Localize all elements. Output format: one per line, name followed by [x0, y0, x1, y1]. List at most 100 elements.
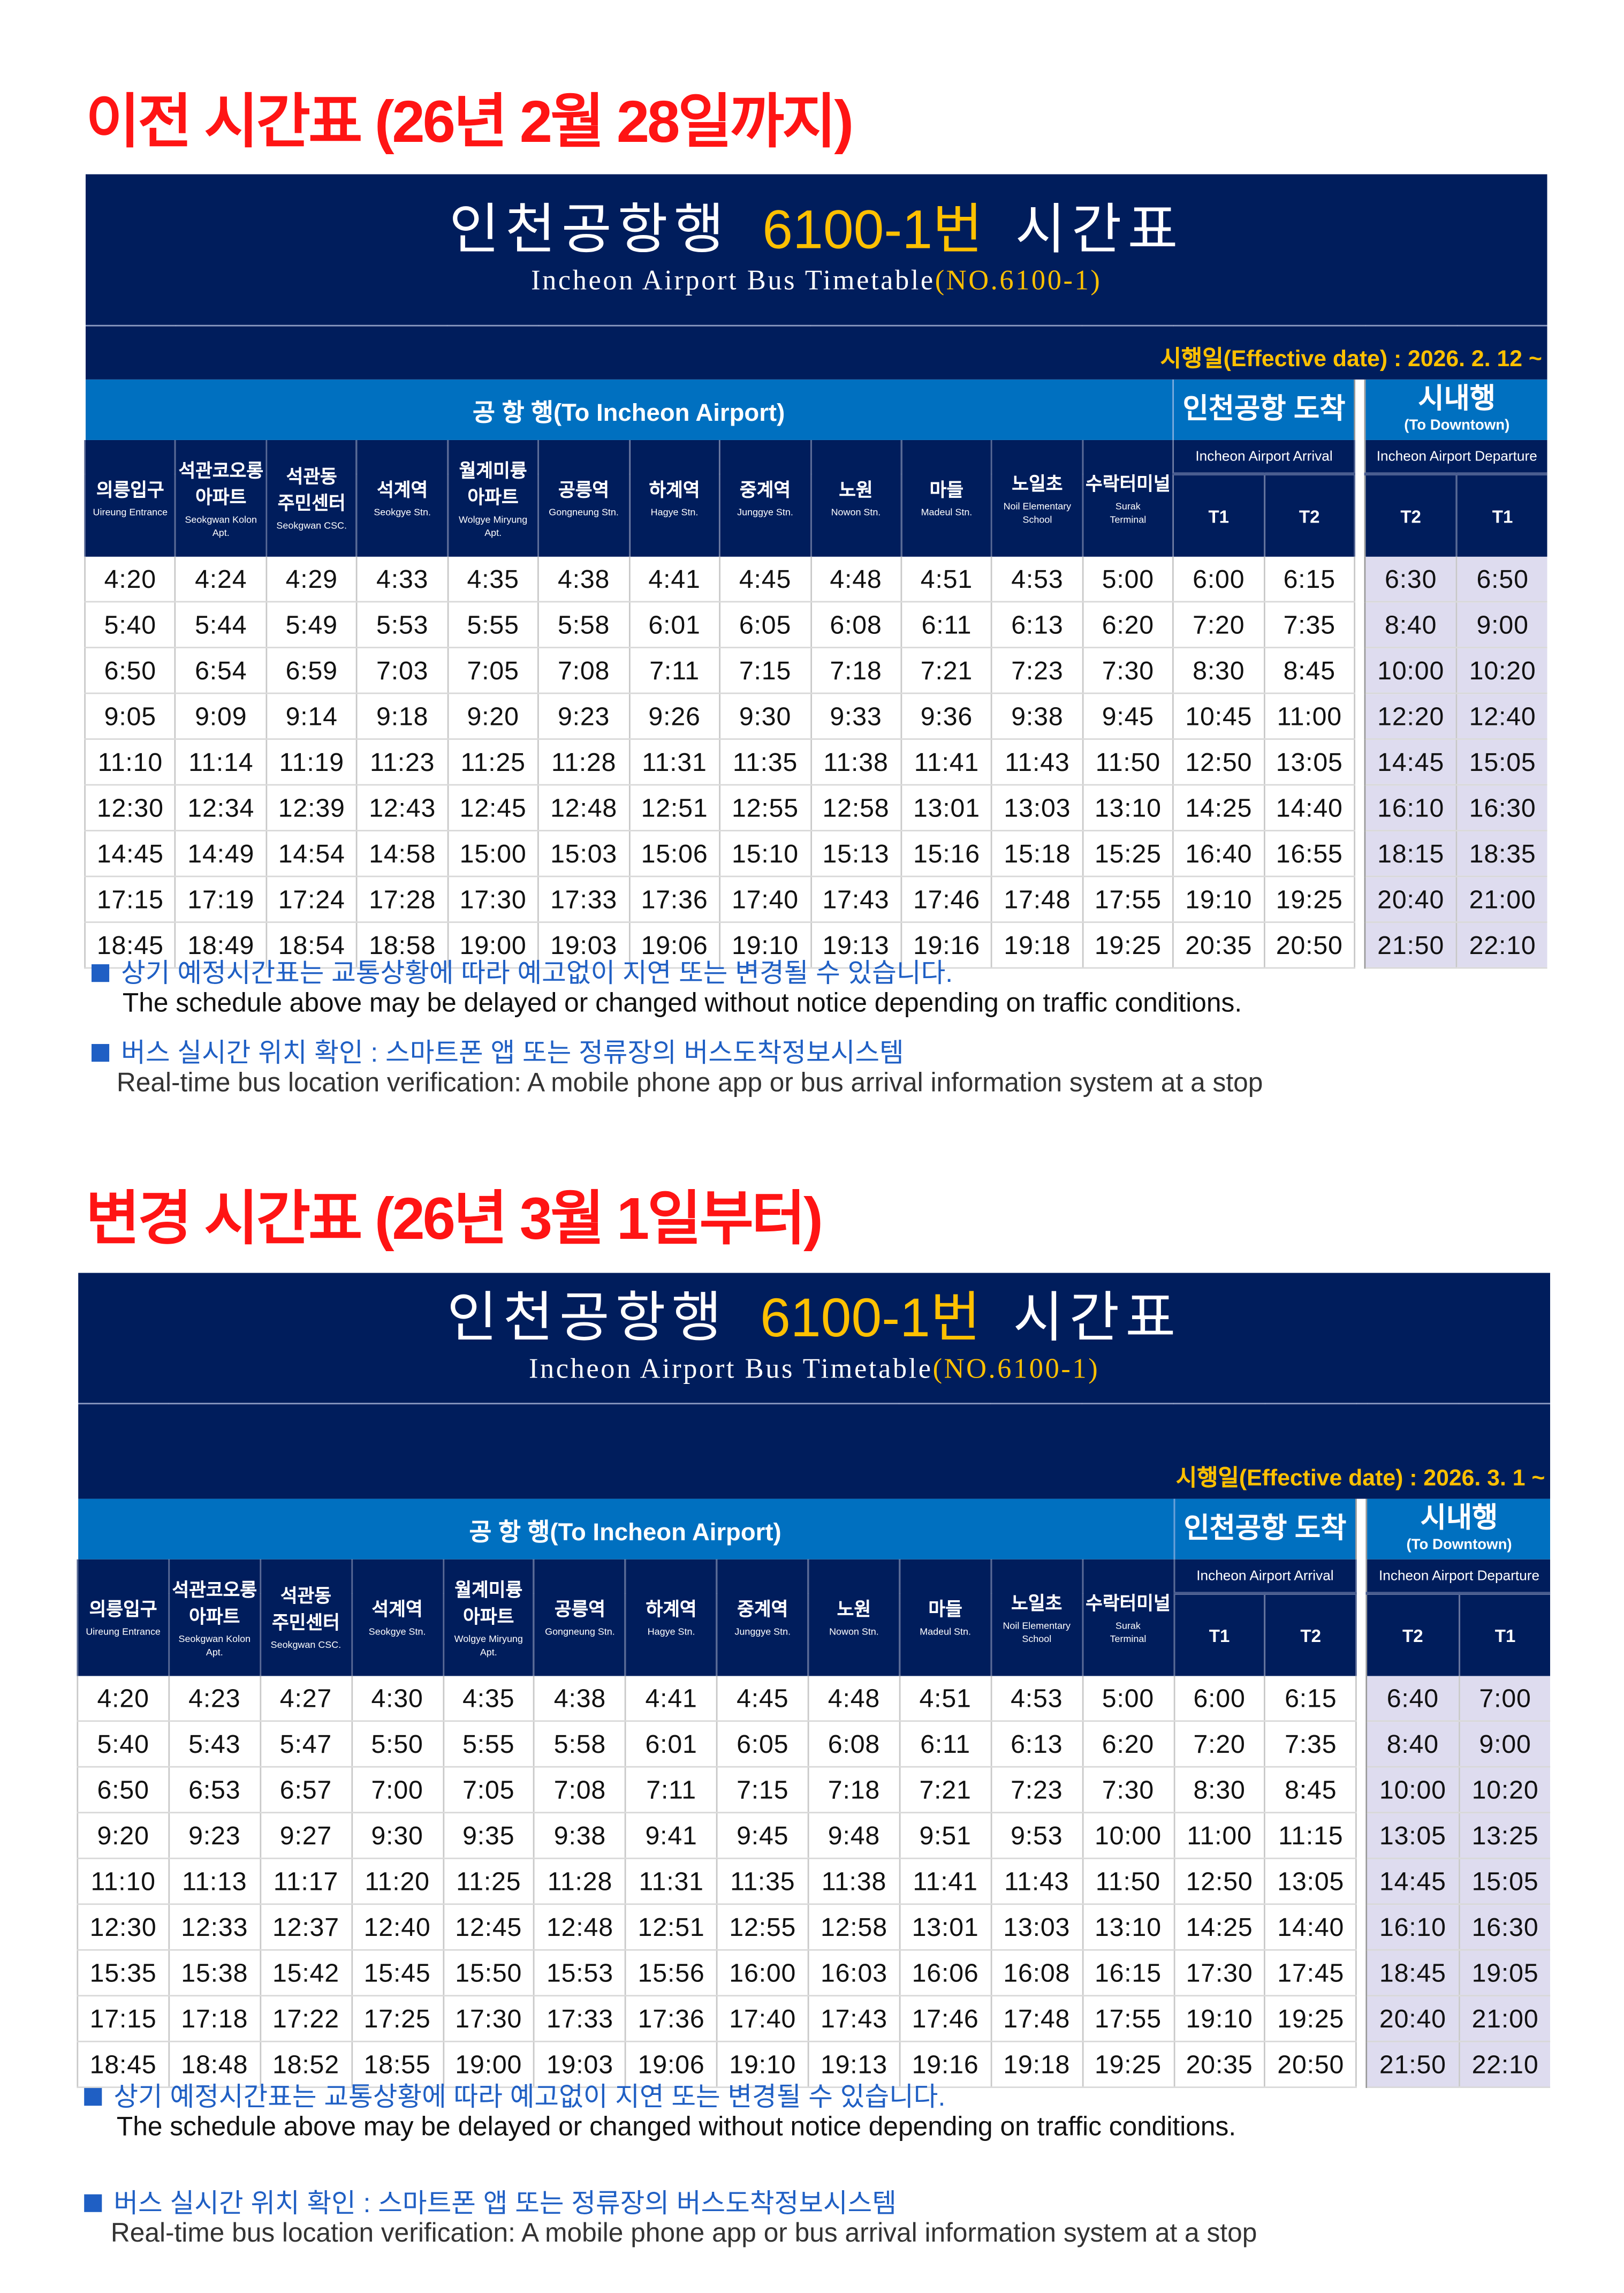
station-header: 하계역 Hagye Stn. [628, 440, 720, 557]
time-cell: 9:00 [1455, 601, 1548, 648]
time-cell: 4:45 [719, 556, 811, 603]
time-cell: 8:30 [1172, 647, 1264, 694]
time-cell: 15:42 [259, 1950, 352, 1997]
time-cell: 11:10 [77, 1858, 169, 1905]
group-to-airport: 공 항 행(To Incheon Airport) [85, 379, 1174, 440]
time-cell: 7:30 [1082, 647, 1174, 694]
station-name-ko: 석관코오롱 아파트 [178, 460, 264, 508]
time-cell: 15:05 [1455, 739, 1548, 786]
time-cell: 19:06 [625, 2041, 717, 2088]
terminal-header: T2 [1264, 1593, 1357, 1676]
time-cell: 15:06 [628, 830, 720, 877]
time-cell: 14:45 [1364, 739, 1457, 786]
time-cell: 9:23 [168, 1812, 261, 1859]
group-arrival: 인천공항 도착 [1172, 379, 1355, 440]
time-cell: 12:55 [716, 1904, 809, 1951]
time-cell: 9:35 [442, 1812, 535, 1859]
title-english: Incheon Airport Bus Timetable(NO.6100-1) [85, 263, 1548, 301]
time-cell: 17:48 [990, 1995, 1083, 2042]
title-english-number: (NO.6100-1) [932, 1354, 1100, 1386]
time-cell: 6:08 [807, 1721, 900, 1768]
time-cell: 17:30 [1173, 1950, 1265, 1997]
title-english-number: (NO.6100-1) [935, 266, 1102, 297]
time-cell: 14:25 [1172, 784, 1264, 831]
time-cell: 14:40 [1263, 784, 1355, 831]
time-cell: 13:10 [1081, 1904, 1174, 1951]
time-cell: 15:50 [442, 1950, 535, 1997]
column-separator [1354, 601, 1366, 648]
square-bullet-icon [92, 1044, 110, 1062]
table-row: 15:35 15:38 15:42 15:45 15:50 15:53 15:56 16:00… [77, 1950, 1551, 1997]
station-name-en: Hagye Stn. [650, 508, 699, 519]
group-downtown: 시내행 (To Downtown) [1365, 379, 1548, 440]
time-cell: 9:00 [1458, 1721, 1551, 1768]
time-cell: 9:53 [990, 1812, 1083, 1859]
column-separator [1354, 739, 1366, 785]
station-header: 월계미륭 아파트 Wolgye Miryung Apt. [447, 440, 538, 557]
time-cell: 19:00 [447, 922, 538, 969]
time-cell: 6:20 [1082, 601, 1174, 648]
station-header: 노일초 Noil Elementary School [990, 1559, 1083, 1676]
station-name-en: Gongneung Stn. [545, 1627, 615, 1638]
group-downtown-label: 시내행 [1418, 384, 1496, 415]
column-separator [1354, 830, 1366, 876]
route-number: 6100-1번 [762, 199, 983, 260]
time-cell: 7:21 [899, 1767, 991, 1814]
realtime-notice-ko-text: 버스 실시간 위치 확인 : 스마트폰 앱 또는 정류장의 버스도착정보시스템 [113, 2188, 897, 2218]
time-cell: 11:38 [807, 1858, 900, 1905]
route-number: 6100-1번 [760, 1288, 981, 1349]
station-name-ko: 마들 [928, 1599, 962, 1620]
station-name-en: Madeul Stn. [920, 1627, 971, 1638]
timetable-table: 인천공항행 6100-1번 시간표 Incheon Airport Bus Time… [84, 174, 1548, 969]
time-cell: 7:11 [625, 1767, 717, 1814]
station-name-en: Noil Elementary School [1003, 1621, 1071, 1645]
time-cell: 9:51 [899, 1812, 991, 1859]
departure-subheader: Incheon Airport Departure [1364, 440, 1548, 476]
terminal-header: T1 [1173, 1593, 1265, 1676]
time-cell: 12:34 [174, 784, 267, 831]
realtime-notice-ko: 버스 실시간 위치 확인 : 스마트폰 앱 또는 정류장의 버스도착정보시스템 [84, 2183, 897, 2221]
time-cell: 6:50 [84, 647, 176, 694]
title-destination: 인천공항행 [449, 199, 730, 260]
time-cell: 5:00 [1082, 556, 1174, 603]
time-cell: 7:18 [807, 1767, 900, 1814]
time-cell: 15:18 [991, 830, 1083, 877]
station-name-ko: 중계역 [737, 1599, 788, 1620]
time-cell: 12:39 [265, 784, 357, 831]
table-row: 11:10 11:13 11:17 11:20 11:25 11:28 11:31 11:35… [77, 1858, 1551, 1905]
time-cell: 19:18 [991, 922, 1083, 969]
time-cell: 19:18 [990, 2041, 1083, 2088]
time-cell: 11:00 [1263, 693, 1355, 740]
delay-notice-ko: 상기 예정시간표는 교통상황에 따라 예고없이 지연 또는 변경될 수 있습니다… [92, 952, 953, 991]
time-cell: 17:33 [537, 876, 629, 923]
time-cell: 17:40 [719, 876, 811, 923]
column-separator [1355, 2041, 1368, 2087]
time-cell: 4:23 [168, 1676, 261, 1722]
station-name-en: Seokgwan Kolon Apt. [178, 1633, 251, 1658]
time-cell: 19:10 [719, 922, 811, 969]
time-cell: 9:33 [809, 693, 901, 740]
time-cell: 15:38 [168, 1950, 261, 1997]
time-cell: 9:30 [351, 1812, 443, 1859]
time-cell: 4:35 [447, 556, 538, 603]
time-cell: 20:40 [1366, 1995, 1459, 2042]
time-cell: 9:20 [77, 1812, 169, 1859]
time-cell: 17:22 [259, 1995, 352, 2042]
time-cell: 4:38 [537, 556, 629, 603]
title-band: 인천공항행 6100-1번 시간표 Incheon Airport Bus Time… [77, 1273, 1551, 1405]
time-cell: 11:23 [356, 739, 448, 786]
station-name-en: Hagye Stn. [647, 1627, 695, 1638]
arrival-subheader: Incheon Airport Arrival [1173, 1559, 1357, 1595]
title-english-text: Incheon Airport Bus Timetable [528, 1354, 933, 1386]
table-row: 9:05 9:09 9:14 9:18 9:20 9:23 9:26 9:30 9:33 9:36… [84, 693, 1548, 740]
time-cell: 6:05 [716, 1721, 809, 1768]
station-header: 공릉역 Gongneung Stn. [537, 440, 629, 557]
station-header: 의릉입구 Uireung Entrance [84, 440, 176, 557]
time-cell: 5:55 [447, 601, 538, 648]
time-cell: 12:51 [628, 784, 720, 831]
time-cell: 13:05 [1366, 1812, 1459, 1859]
time-cell: 12:50 [1172, 739, 1264, 786]
station-name-en: Madeul Stn. [921, 508, 973, 519]
time-cell: 19:03 [533, 2041, 626, 2088]
time-cell: 8:45 [1264, 1767, 1357, 1814]
